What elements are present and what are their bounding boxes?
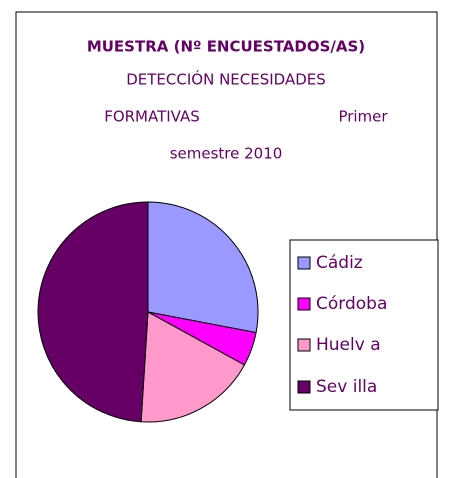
legend-label: Sev illa: [316, 377, 377, 397]
legend-label: Córdoba: [316, 294, 387, 314]
subtitle: Primer: [338, 108, 388, 126]
pie-slice: [37, 201, 149, 423]
subtitle: DETECCIÓN NECESIDADES: [126, 70, 326, 89]
legend-label: Cádiz: [316, 253, 363, 273]
subtitle: FORMATIVAS: [104, 108, 200, 126]
chart-title: MUESTRA (Nº ENCUESTADOS/AS): [87, 38, 365, 56]
pie-slice: [140, 311, 246, 423]
legend-swatch: [297, 338, 311, 352]
pie-slice: [147, 201, 259, 334]
legend: [289, 239, 439, 411]
legend-swatch: [297, 297, 311, 311]
legend-swatch: [297, 256, 311, 270]
subtitle: semestre 2010: [170, 145, 283, 163]
legend-label: Huelv a: [316, 335, 381, 355]
legend-swatch: [297, 380, 311, 394]
